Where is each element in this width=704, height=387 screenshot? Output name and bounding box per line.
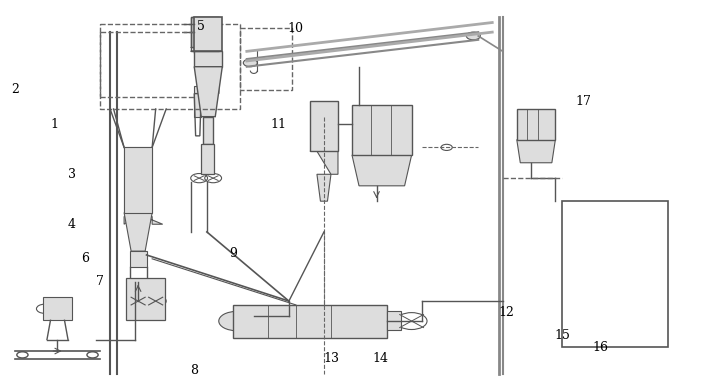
Polygon shape [134, 147, 152, 213]
Bar [562, 201, 667, 347]
Bar [124, 147, 152, 213]
Bar [203, 116, 213, 144]
Text: 10: 10 [288, 22, 304, 35]
Bar [126, 278, 165, 320]
Bar [194, 17, 222, 51]
Bar [191, 17, 219, 48]
Text: 6: 6 [82, 252, 89, 265]
Polygon shape [191, 48, 219, 86]
Text: 9: 9 [229, 247, 237, 260]
Text: 16: 16 [593, 341, 609, 354]
Bar [310, 101, 338, 151]
Polygon shape [124, 213, 152, 251]
Text: 15: 15 [555, 329, 570, 342]
Text: 14: 14 [372, 352, 388, 365]
Bar [130, 251, 146, 267]
Bar [201, 144, 214, 174]
Circle shape [466, 32, 480, 40]
Circle shape [219, 312, 254, 330]
Circle shape [244, 59, 258, 67]
Text: 1: 1 [50, 118, 58, 131]
Polygon shape [194, 86, 201, 116]
Text: 5: 5 [197, 20, 205, 33]
Bar [99, 24, 240, 109]
Polygon shape [310, 151, 338, 174]
Polygon shape [124, 147, 134, 213]
Polygon shape [517, 140, 555, 163]
Text: 2: 2 [11, 83, 19, 96]
Bar [352, 105, 412, 155]
Polygon shape [317, 174, 331, 201]
Text: 3: 3 [68, 168, 75, 181]
Polygon shape [194, 51, 222, 67]
Bar [191, 17, 219, 51]
Polygon shape [124, 213, 163, 224]
Bar [517, 109, 555, 140]
Text: 11: 11 [270, 118, 287, 131]
Bar [240, 28, 292, 90]
Text: 4: 4 [68, 218, 75, 231]
Bar [44, 297, 72, 320]
Text: 12: 12 [498, 306, 514, 319]
Polygon shape [194, 67, 222, 116]
Bar [233, 305, 387, 337]
Text: 7: 7 [96, 276, 103, 288]
Bar [387, 311, 401, 330]
Polygon shape [352, 155, 412, 186]
Text: 13: 13 [323, 352, 339, 365]
Text: 8: 8 [190, 364, 199, 377]
Text: 17: 17 [575, 95, 591, 108]
